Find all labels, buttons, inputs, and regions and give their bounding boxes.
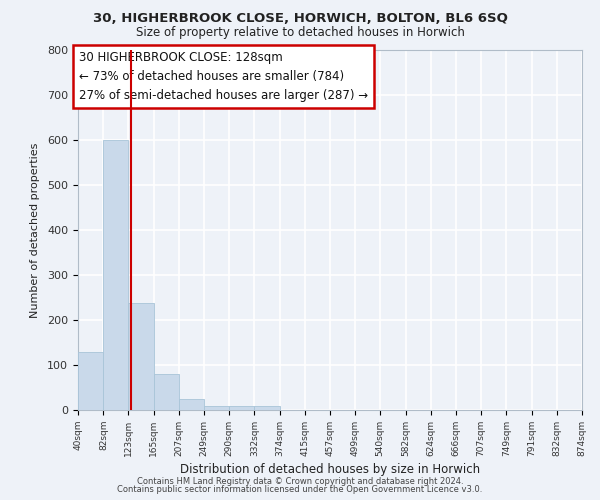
Text: 30 HIGHERBROOK CLOSE: 128sqm
← 73% of detached houses are smaller (784)
27% of s: 30 HIGHERBROOK CLOSE: 128sqm ← 73% of de… <box>79 51 368 102</box>
Y-axis label: Number of detached properties: Number of detached properties <box>30 142 40 318</box>
Text: 30, HIGHERBROOK CLOSE, HORWICH, BOLTON, BL6 6SQ: 30, HIGHERBROOK CLOSE, HORWICH, BOLTON, … <box>92 12 508 26</box>
Bar <box>154 374 179 410</box>
Text: Contains public sector information licensed under the Open Government Licence v3: Contains public sector information licen… <box>118 485 482 494</box>
Bar <box>103 140 128 410</box>
Bar <box>254 406 280 410</box>
X-axis label: Distribution of detached houses by size in Horwich: Distribution of detached houses by size … <box>180 463 480 476</box>
Bar <box>78 352 103 410</box>
Bar <box>128 304 154 410</box>
Bar <box>179 399 205 410</box>
Text: Size of property relative to detached houses in Horwich: Size of property relative to detached ho… <box>136 26 464 39</box>
Text: Contains HM Land Registry data © Crown copyright and database right 2024.: Contains HM Land Registry data © Crown c… <box>137 477 463 486</box>
Bar <box>229 406 254 410</box>
Bar <box>205 406 229 410</box>
